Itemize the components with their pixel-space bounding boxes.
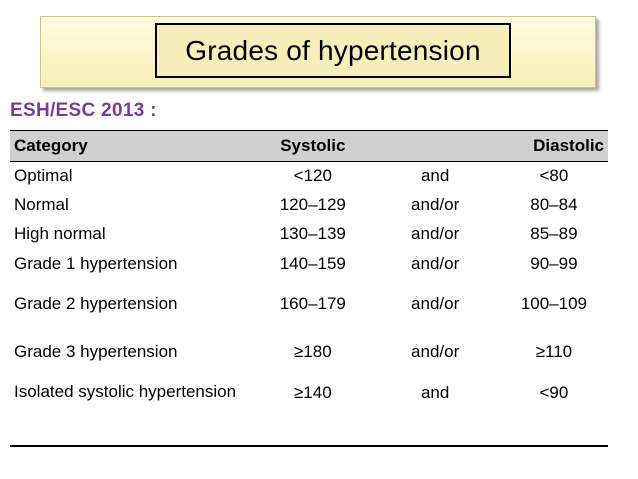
table-row: Grade 2 hypertension 160–179 and/or 100–… <box>10 279 608 329</box>
row-category: High normal <box>14 224 106 243</box>
row-systolic: 120–129 <box>279 195 346 214</box>
row-category: Optimal <box>14 166 73 186</box>
header-connector <box>370 130 500 162</box>
table-row: High normal 130–139 and/or 85–89 <box>10 220 608 249</box>
table-row: Isolated systolic hypertension ≥140 and … <box>10 375 608 447</box>
row-category: Grade 2 hypertension <box>14 293 178 313</box>
row-diastolic: 80–84 <box>530 195 578 214</box>
table-row: Grade 1 hypertension 140–159 and/or 90–9… <box>10 249 608 279</box>
header-diastolic: Diastolic <box>499 130 608 162</box>
row-category: Grade 1 hypertension <box>14 253 178 273</box>
guideline-source-label: ESH/ESC 2013 : <box>10 100 157 121</box>
row-connector: and/or <box>411 224 460 243</box>
row-diastolic: <80 <box>539 166 569 186</box>
row-connector: and/or <box>411 342 460 361</box>
row-systolic: 130–139 <box>279 224 346 243</box>
row-connector: and/or <box>411 195 460 214</box>
hypertension-grades-table: Category Systolic Diastolic Optimal <120… <box>10 130 608 447</box>
row-systolic: 140–159 <box>279 253 346 273</box>
row-category: Isolated systolic hypertension <box>10 375 256 447</box>
table-row: Grade 3 hypertension ≥180 and/or ≥110 <box>10 329 608 376</box>
row-connector: and <box>370 375 500 447</box>
table-row: Optimal <120 and <80 <box>10 162 608 191</box>
row-connector: and/or <box>411 253 460 273</box>
row-systolic: ≥140 <box>255 375 371 447</box>
table-header-row: Category Systolic Diastolic <box>10 130 608 162</box>
header-systolic: Systolic <box>255 130 371 162</box>
page-title: Grades of hypertension <box>155 23 511 78</box>
table-row: Normal 120–129 and/or 80–84 <box>10 191 608 220</box>
header-category: Category <box>10 130 256 162</box>
row-diastolic: <90 <box>499 375 608 447</box>
row-systolic: <120 <box>293 166 332 186</box>
row-diastolic: 100–109 <box>520 293 587 313</box>
row-systolic: ≥180 <box>293 342 332 361</box>
row-systolic: 160–179 <box>279 293 346 313</box>
row-category: Grade 3 hypertension <box>14 342 178 361</box>
row-category: Normal <box>14 195 69 214</box>
row-diastolic: ≥110 <box>535 342 573 361</box>
row-diastolic: 85–89 <box>530 224 578 243</box>
row-connector: and <box>420 166 450 186</box>
title-banner: Grades of hypertension <box>40 16 596 88</box>
row-connector: and/or <box>411 293 460 313</box>
row-diastolic: 90–99 <box>530 253 578 273</box>
